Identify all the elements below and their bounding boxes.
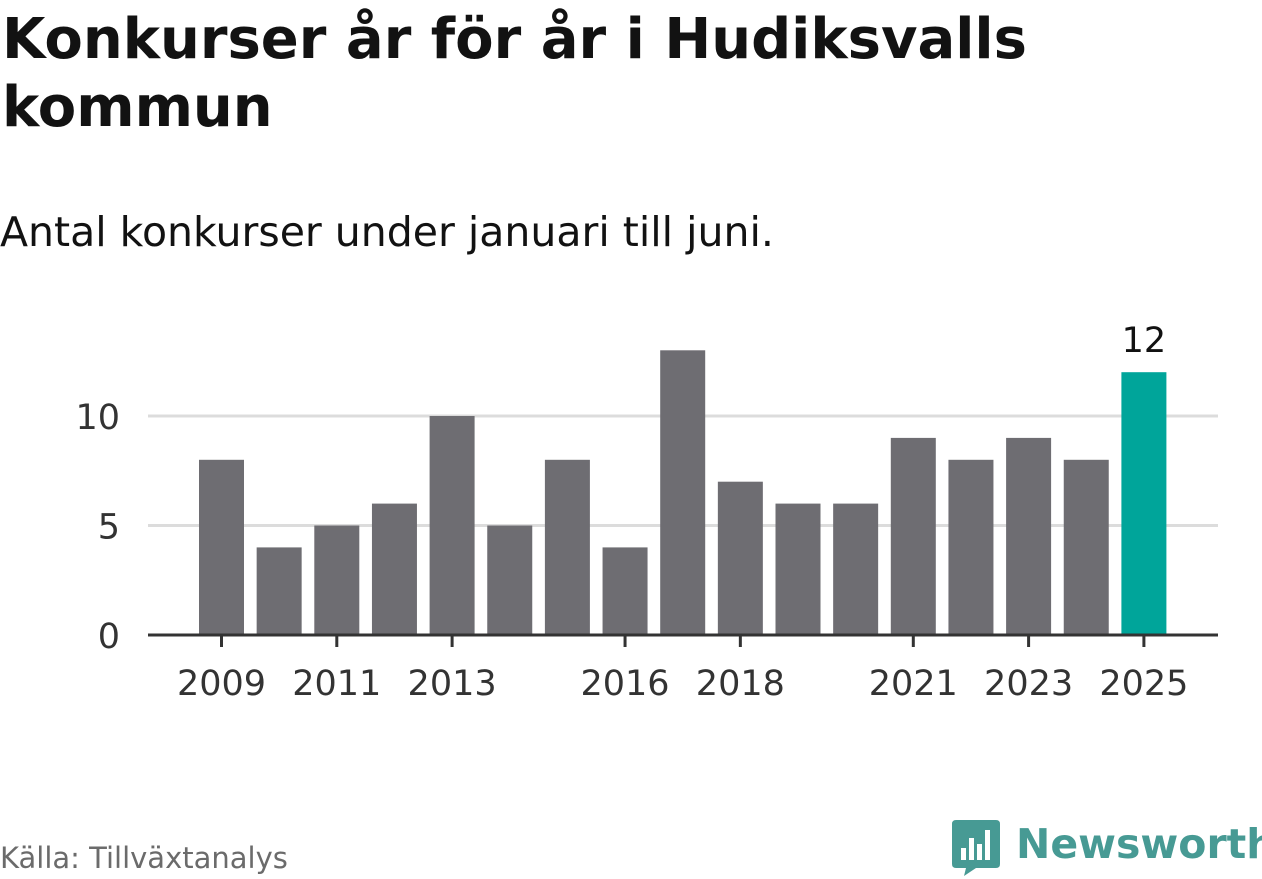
bar-2018 [717,481,763,635]
x-tick-label: 2011 [292,664,381,704]
y-tick-label: 10 [75,398,120,438]
bar-2023 [1006,437,1052,635]
x-tick-label: 2013 [408,664,497,704]
bar-2012 [371,503,417,635]
bar-2015 [544,459,590,635]
x-tick-label: 2021 [869,664,958,704]
data-label-2025: 12 [1122,321,1167,361]
bar-2021 [890,437,936,635]
x-tick-label: 2018 [696,664,785,704]
x-tick-label: 2016 [581,664,670,704]
bar-2009 [199,459,244,635]
bar-2025 [1121,372,1167,635]
x-tick-label: 2009 [177,664,266,704]
y-tick-label: 0 [98,617,120,657]
bar-2010 [256,547,302,635]
bar-2020 [833,503,879,635]
x-tick-label: 2023 [984,664,1073,704]
bar-2011 [314,525,360,635]
source-note: Källa: Tillväxtanalys [0,841,288,875]
chart-title: Konkurser år för år i Hudiksvalls kommun [2,7,1027,140]
bar-2024 [1063,459,1109,635]
bar-2019 [775,503,821,635]
bar-2013 [429,416,475,635]
bar-2014 [487,525,533,635]
bar-2022 [948,459,994,635]
bar-chart-logo-icon [952,820,1000,876]
x-tick-label: 2025 [1099,664,1188,704]
chart-subtitle: Antal konkurser under januari till juni. [0,208,774,256]
bar-2017 [660,350,706,635]
newsworthy-logo: Newsworthy [950,818,1262,878]
bar-2016 [602,547,648,635]
y-tick-label: 5 [98,508,120,548]
brand-name: Newsworthy [1016,820,1262,868]
